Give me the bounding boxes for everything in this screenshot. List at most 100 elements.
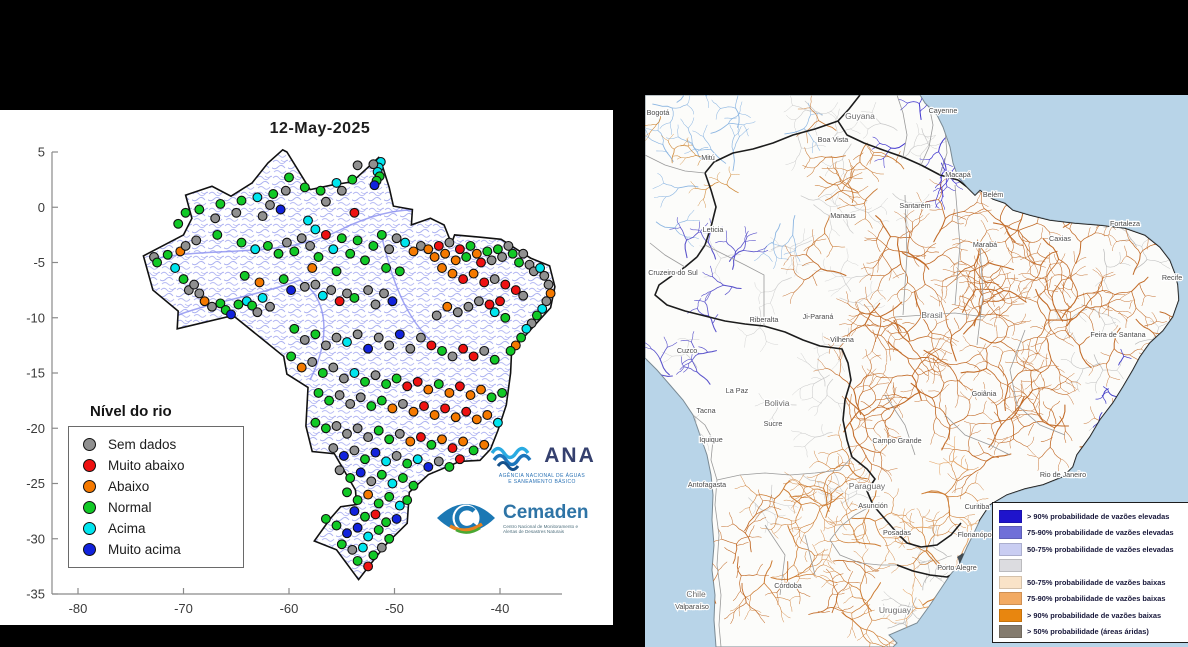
station-dot [191,235,202,246]
station-dot [405,436,416,447]
station-dot [342,288,352,299]
cemaden-eye-icon [437,504,495,534]
station-dot [349,445,360,456]
south-america-map: Bogotá Guyana Cayenne Boa Vista Mitú Macapá Be… [645,95,1183,647]
y-axis-tick: -15 [26,366,45,381]
station-dot [342,337,352,348]
legend-box: Sem dados Muito abaixo Abaixo Normal Acima Mu… [68,426,244,568]
flow-legend-item: 75-90% probabilidade de vazões elevadas [999,525,1185,542]
station-dot [486,392,497,403]
legend-dot [83,501,96,514]
city-label: Campo Grande [872,436,921,445]
station-dot [317,368,328,378]
station-dot [387,403,398,414]
city-label: Mitú [701,153,715,162]
station-dot [352,329,363,340]
station-dot [342,528,352,539]
station-dot [465,390,476,401]
station-dot [408,480,419,491]
station-dot [328,443,339,454]
station-dot [426,439,437,450]
station-dot [458,436,469,447]
station-dot [394,500,405,511]
flow-legend-swatch [999,542,1022,556]
map-date-title: 12-May-2025 [269,120,371,137]
station-dot [254,277,265,288]
station-dot [373,332,384,343]
station-dot [289,246,300,257]
station-dot [408,246,419,257]
station-dot [394,266,405,277]
station-dot [468,351,479,362]
y-axis-tick: -20 [26,421,45,436]
station-dot [331,177,342,188]
station-dot [447,443,458,454]
station-dot [461,406,472,417]
station-dot [352,160,363,171]
station-dot [444,461,455,472]
flow-legend-item: > 90% probabilidade de vazões elevadas [999,508,1185,525]
flow-legend-item: 50-75% probabilidade de vazões baixas [999,574,1185,591]
legend-item-label: Sem dados [108,437,177,452]
legend-title: Nível do rio [90,403,172,420]
flow-legend-label: 75-90% probabilidade de vazões baixas [1027,594,1166,604]
station-dot [419,401,429,412]
station-dot [381,263,392,273]
city-label: Curitiba [965,502,990,511]
station-dot [473,296,484,307]
station-dot [299,334,310,345]
city-label: Cruzeiro do Sul [648,268,698,277]
station-dot [476,257,486,268]
station-dot [482,246,493,257]
flow-legend-label: 50-75% probabilidade de vazões baixas [1027,577,1166,587]
station-dot [373,524,384,535]
station-dot [366,401,377,412]
station-dot [370,447,381,458]
station-dot [402,381,413,392]
station-dot [381,379,392,390]
station-dot [489,307,500,318]
city-label: Feira de Santana [1090,330,1145,339]
station-dot [471,414,482,425]
station-dot [360,255,370,266]
flow-legend-swatch [999,608,1022,622]
city-label: Santarém [899,201,930,210]
station-dot [405,343,416,354]
legend-dot [83,438,96,451]
x-axis-tick: -50 [385,601,404,616]
legend-item-label: Acima [108,521,146,536]
station-dot [461,252,472,262]
station-dot [347,174,358,185]
y-axis-tick: -30 [26,531,45,546]
station-dot [250,244,261,255]
station-dot [170,263,181,273]
station-dot [415,332,426,343]
station-dot [328,362,339,373]
station-dot [331,266,342,277]
station-dot [437,434,447,445]
city-label: Sucre [764,419,783,428]
station-dot [210,213,221,224]
station-dot [162,249,173,260]
station-dot [342,428,352,439]
station-dot [537,303,548,314]
station-dot [545,288,556,299]
station-dot [412,376,423,387]
station-dot [368,550,379,561]
station-dot [384,434,395,445]
legend-item: Abaixo [83,476,231,497]
station-dot [345,248,356,259]
station-dot [212,229,223,240]
legend-item: Acima [83,518,231,539]
station-dot [247,300,258,311]
station-dot [465,240,476,251]
station-dot [363,561,374,572]
station-dot [320,229,331,240]
station-dot [334,390,345,401]
cemaden-logo: Cemaden Centro Nacional de Monitoramento… [434,495,604,541]
city-label: Asunción [858,501,888,510]
station-dot [336,539,347,550]
station-dot [415,432,426,443]
station-dot [189,279,200,290]
station-dot [397,398,408,409]
